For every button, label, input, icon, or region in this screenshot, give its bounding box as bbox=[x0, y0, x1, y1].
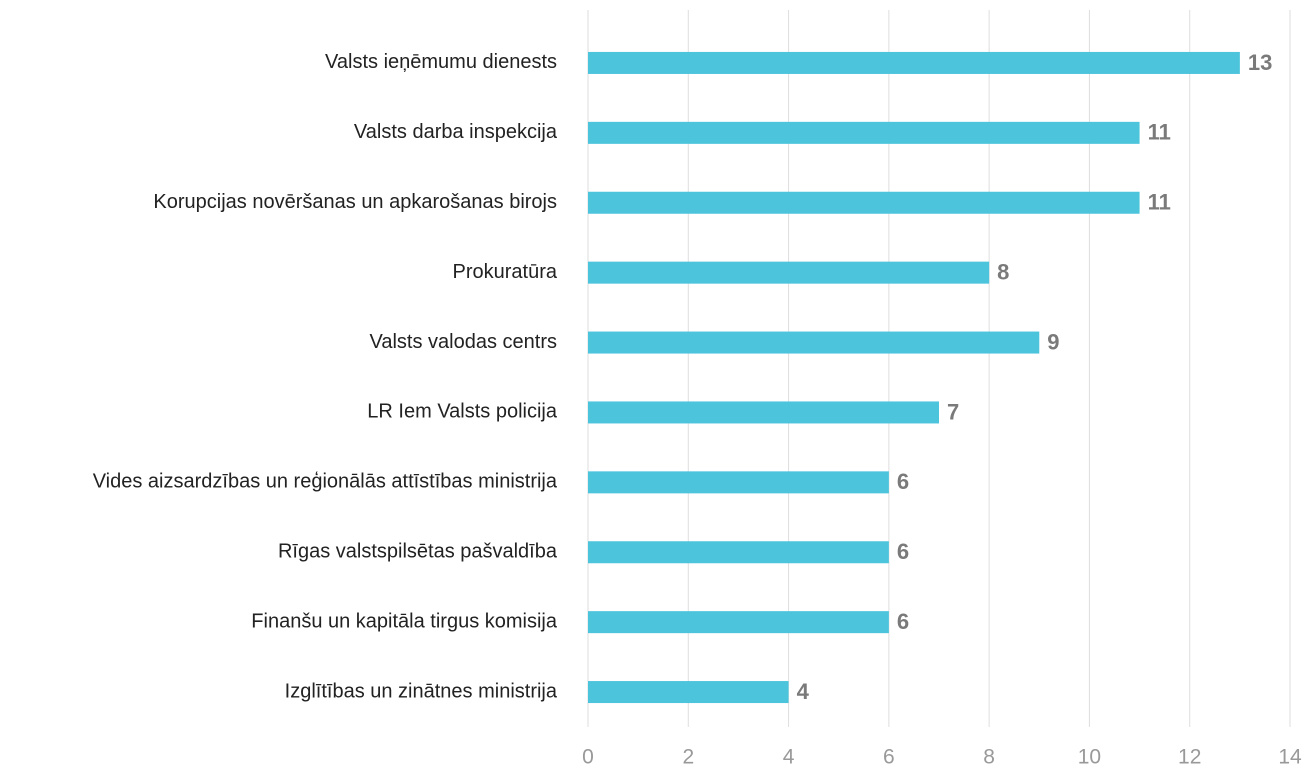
value-label: 11 bbox=[1148, 190, 1171, 215]
value-label: 11 bbox=[1148, 120, 1171, 145]
y-tick-label: Finanšu un kapitāla tirgus komisija bbox=[251, 610, 558, 632]
y-tick-label: Korupcijas novēršanas un apkarošanas bir… bbox=[153, 191, 557, 213]
bar bbox=[588, 401, 939, 424]
value-label: 8 bbox=[997, 259, 1009, 284]
bar bbox=[588, 191, 1140, 214]
value-label: 7 bbox=[947, 399, 959, 424]
bar bbox=[588, 681, 789, 704]
y-tick-label: LR Iem Valsts policija bbox=[367, 401, 558, 423]
bar bbox=[588, 471, 889, 494]
y-tick-label: Valsts valodas centrs bbox=[370, 331, 558, 353]
bar bbox=[588, 331, 1040, 354]
x-tick-label: 12 bbox=[1178, 746, 1201, 769]
x-tick-label: 0 bbox=[582, 746, 594, 769]
x-tick-label: 6 bbox=[883, 746, 895, 769]
bar bbox=[588, 121, 1140, 144]
x-tick-label: 14 bbox=[1278, 746, 1302, 769]
x-tick-label: 10 bbox=[1078, 746, 1101, 769]
y-tick-label: Izglītības un zinātnes ministrija bbox=[285, 680, 558, 702]
value-label: 6 bbox=[897, 539, 909, 564]
bar bbox=[588, 611, 889, 634]
value-label: 4 bbox=[797, 679, 810, 704]
y-tick-label: Valsts darba inspekcija bbox=[354, 121, 558, 143]
x-tick-label: 4 bbox=[783, 746, 795, 769]
bar bbox=[588, 51, 1240, 74]
value-label: 6 bbox=[897, 609, 909, 634]
y-tick-label: Prokuratūra bbox=[453, 261, 558, 283]
value-label: 13 bbox=[1248, 50, 1272, 75]
y-tick-label: Rīgas valstspilsētas pašvaldība bbox=[278, 541, 558, 563]
value-label: 6 bbox=[897, 469, 909, 494]
x-tick-label: 2 bbox=[682, 746, 694, 769]
x-tick-label: 8 bbox=[983, 746, 995, 769]
y-tick-label: Vides aizsardzības un reģionālās attīstī… bbox=[93, 471, 558, 493]
y-tick-label: Valsts ieņēmumu dienests bbox=[325, 51, 557, 73]
bar bbox=[588, 541, 889, 564]
bar bbox=[588, 261, 990, 284]
value-label: 9 bbox=[1047, 329, 1059, 354]
